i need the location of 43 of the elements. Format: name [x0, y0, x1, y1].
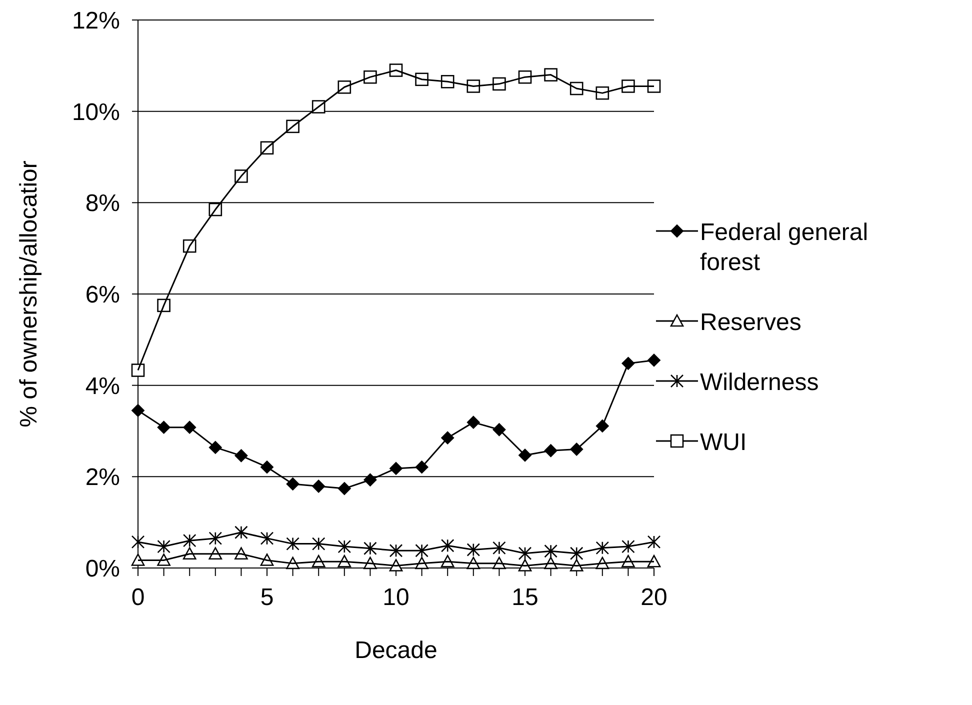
- point: [208, 532, 222, 545]
- x-tick-label: 20: [640, 584, 668, 612]
- legend-label: Reserves: [700, 308, 802, 338]
- x-axis-title: Decade: [354, 637, 438, 664]
- x-tick-label: 15: [512, 584, 538, 612]
- x-tick-label: 0: [131, 584, 145, 612]
- point: [570, 546, 584, 560]
- point: [544, 544, 558, 558]
- point: [157, 540, 170, 554]
- legend-label: Wilderness: [700, 368, 820, 398]
- point: [312, 537, 326, 550]
- point: [415, 544, 428, 558]
- point: [492, 541, 506, 555]
- point: [647, 535, 661, 549]
- point: [389, 544, 403, 558]
- point: [131, 535, 145, 549]
- y-tick-label: 2%: [85, 464, 120, 492]
- point: [286, 537, 300, 550]
- point: [234, 526, 248, 540]
- point: [364, 542, 377, 556]
- y-tick-label: 6%: [85, 282, 120, 309]
- point: [260, 532, 274, 545]
- y-tick-label: 8%: [85, 190, 120, 218]
- y-tick-label: 0%: [85, 556, 120, 583]
- x-tick-label: 5: [260, 584, 274, 612]
- point: [338, 540, 352, 554]
- point: [596, 541, 610, 555]
- point: [466, 543, 480, 556]
- x-tick-label: 10: [382, 584, 410, 612]
- y-axis-title: % of ownership/allocatior: [16, 160, 43, 428]
- y-tick-label: 12%: [72, 8, 120, 35]
- point: [440, 538, 454, 552]
- point: [131, 364, 145, 377]
- point: [132, 404, 144, 417]
- y-tick-label: 4%: [85, 372, 120, 400]
- point: [647, 80, 661, 93]
- point: [647, 554, 661, 568]
- point: [182, 534, 196, 548]
- point: [518, 546, 532, 560]
- legend-label: WUI: [700, 428, 748, 458]
- point: [622, 540, 635, 554]
- legend-label: Federal general forest: [700, 218, 870, 278]
- y-tick-label: 10%: [72, 98, 120, 126]
